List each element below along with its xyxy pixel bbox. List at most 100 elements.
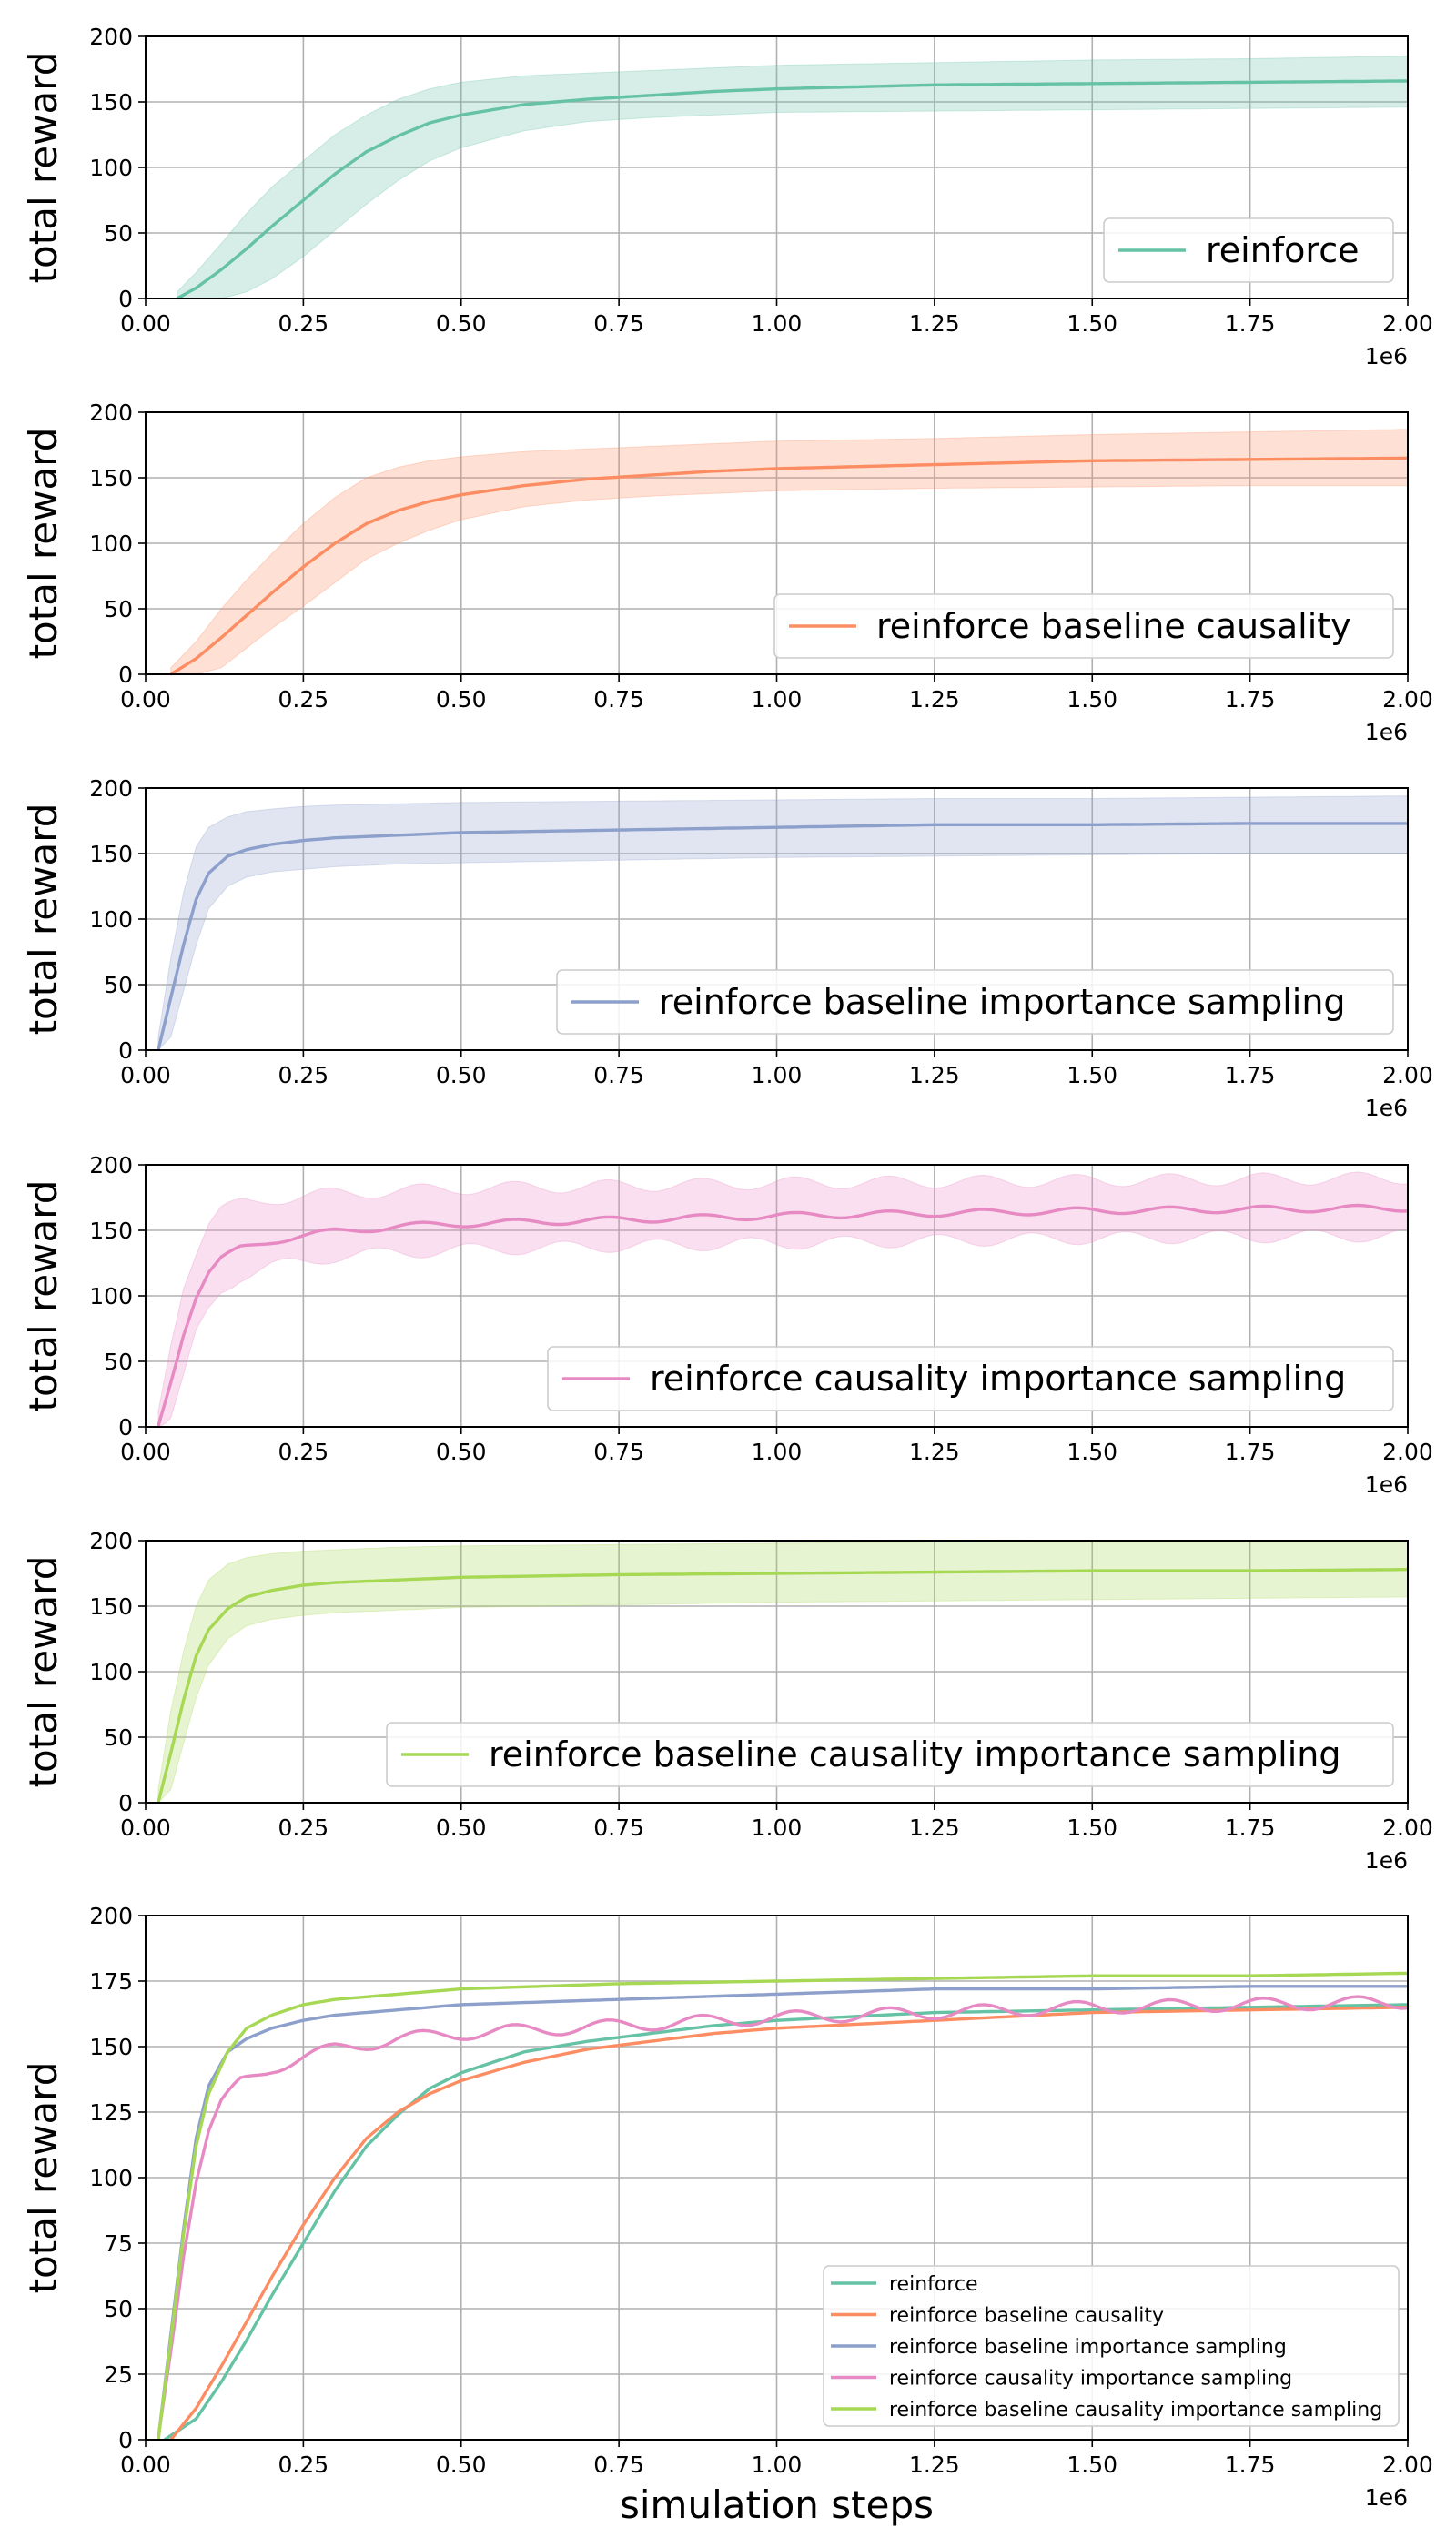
y-tick-label: 200 bbox=[89, 1528, 133, 1554]
x-tick-label: 0.50 bbox=[436, 1439, 487, 1465]
x-tick-label: 1.75 bbox=[1225, 1062, 1276, 1088]
series-line bbox=[157, 822, 1408, 1051]
y-tick-label: 100 bbox=[89, 531, 133, 557]
y-tick-label: 0 bbox=[118, 1414, 133, 1441]
x-scale-label: 1e6 bbox=[1365, 1095, 1408, 1121]
y-tick-label: 0 bbox=[118, 662, 133, 688]
x-tick-label: 1.00 bbox=[752, 2452, 803, 2478]
x-tick-label: 0.75 bbox=[593, 1815, 644, 1841]
y-tick-label: 150 bbox=[89, 841, 133, 867]
x-tick-label: 0.75 bbox=[593, 1439, 644, 1465]
y-tick-label: 200 bbox=[89, 775, 133, 802]
y-tick-label: 150 bbox=[89, 465, 133, 491]
x-tick-label: 1.25 bbox=[909, 1062, 960, 1088]
x-tick-label: 1.50 bbox=[1067, 1062, 1117, 1088]
x-tick-label: 1.75 bbox=[1225, 2452, 1276, 2478]
x-tick-label: 1.25 bbox=[909, 310, 960, 337]
y-tick-label: 125 bbox=[89, 2099, 133, 2126]
legend-box bbox=[1103, 217, 1394, 283]
x-scale-label: 1e6 bbox=[1365, 719, 1408, 745]
x-scale-label: 1e6 bbox=[1365, 1471, 1408, 1498]
y-tick-label: 200 bbox=[89, 24, 133, 50]
x-tick-label: 0.75 bbox=[593, 2452, 644, 2478]
x-tick-label: 0.25 bbox=[278, 310, 329, 337]
x-tick-label: 0.00 bbox=[120, 2452, 171, 2478]
x-tick-label: 1.50 bbox=[1067, 2452, 1117, 2478]
y-tick-label: 0 bbox=[118, 286, 133, 312]
legend-box bbox=[547, 1346, 1394, 1411]
x-tick-label: 0.00 bbox=[120, 686, 171, 713]
x-tick-label: 2.00 bbox=[1382, 1062, 1433, 1088]
x-tick-label: 0.00 bbox=[120, 310, 171, 337]
y-tick-label: 0 bbox=[118, 2427, 133, 2453]
legend-label: reinforce baseline causality importance … bbox=[489, 1734, 1340, 1774]
x-tick-label: 0.50 bbox=[436, 310, 487, 337]
x-scale-label: 1e6 bbox=[1365, 2484, 1408, 2511]
legend-label: reinforce causality importance sampling bbox=[889, 2368, 1292, 2391]
x-tick-label: 1.25 bbox=[909, 1815, 960, 1841]
x-tick-label: 2.00 bbox=[1382, 2452, 1433, 2478]
y-tick-label: 100 bbox=[89, 1659, 133, 1685]
y-tick-label: 150 bbox=[89, 1593, 133, 1620]
x-tick-label: 0.75 bbox=[593, 310, 644, 337]
y-tick-label: 200 bbox=[89, 1152, 133, 1178]
y-tick-label: 50 bbox=[104, 1349, 133, 1375]
y-tick-label: 50 bbox=[104, 2296, 133, 2322]
legend-box bbox=[386, 1722, 1394, 1787]
panel-5: 0.00 0.25 0.50 0.75 1.00 1.25 1.50 1.75 2.00 0 50 1… bbox=[21, 1528, 1433, 1874]
y-tick-label: 0 bbox=[118, 1790, 133, 1816]
y-axis-label: total reward bbox=[21, 2062, 66, 2294]
x-tick-label: 0.00 bbox=[120, 1815, 171, 1841]
y-tick-label: 100 bbox=[89, 2165, 133, 2191]
y-tick-label: 150 bbox=[89, 1218, 133, 1244]
x-tick-label: 1.50 bbox=[1067, 686, 1117, 713]
y-tick-label: 0 bbox=[118, 1037, 133, 1064]
x-tick-label: 1.00 bbox=[752, 1815, 803, 1841]
panel-6: 0.00 0.25 0.50 0.75 1.00 1.25 1.50 1.75 2.00 0 25 5… bbox=[21, 1903, 1433, 2527]
series-line bbox=[169, 2006, 1409, 2442]
panel-3: 0.00 0.25 0.50 0.75 1.00 1.25 1.50 1.75 2.00 0 50 1… bbox=[21, 775, 1433, 1121]
y-axis-label: total reward bbox=[21, 428, 66, 660]
y-tick-label: 25 bbox=[104, 2361, 133, 2388]
legend: reinforce baseline causality bbox=[774, 593, 1394, 659]
y-tick-label: 100 bbox=[89, 155, 133, 181]
y-tick-label: 50 bbox=[104, 220, 133, 247]
y-tick-label: 50 bbox=[104, 1724, 133, 1751]
x-tick-label: 1.75 bbox=[1225, 1815, 1276, 1841]
y-axis-label: total reward bbox=[21, 804, 66, 1036]
x-tick-label: 1.00 bbox=[752, 1439, 803, 1465]
panel-2: 0.00 0.25 0.50 0.75 1.00 1.25 1.50 1.75 2.00 0 50 1… bbox=[21, 399, 1433, 745]
y-tick-label: 50 bbox=[104, 972, 133, 998]
series-line bbox=[157, 1995, 1409, 2439]
y-tick-label: 75 bbox=[104, 2230, 133, 2257]
y-tick-label: 175 bbox=[89, 1968, 133, 1995]
x-tick-label: 2.00 bbox=[1382, 310, 1433, 337]
series-line bbox=[157, 1985, 1408, 2441]
x-tick-label: 0.25 bbox=[278, 2452, 329, 2478]
x-tick-label: 0.75 bbox=[593, 686, 644, 713]
x-tick-label: 0.00 bbox=[120, 1062, 171, 1088]
series-line bbox=[157, 1203, 1409, 1427]
x-scale-label: 1e6 bbox=[1365, 343, 1408, 369]
x-tick-label: 0.50 bbox=[436, 1062, 487, 1088]
x-tick-label: 1.75 bbox=[1225, 1439, 1276, 1465]
x-tick-label: 0.25 bbox=[278, 1439, 329, 1465]
legend-label: reinforce causality importance sampling bbox=[650, 1359, 1346, 1399]
legend: reinforce reinforce baseline causality rei… bbox=[823, 2265, 1400, 2427]
x-tick-label: 0.00 bbox=[120, 1439, 171, 1465]
legend: reinforce baseline causality importance … bbox=[386, 1722, 1394, 1787]
x-axis-label: simulation steps bbox=[620, 2482, 934, 2527]
x-tick-label: 0.25 bbox=[278, 1062, 329, 1088]
legend: reinforce bbox=[1103, 217, 1394, 283]
y-tick-label: 100 bbox=[89, 1283, 133, 1309]
y-axis-label: total reward bbox=[21, 52, 66, 284]
panel-1: 0.00 0.25 0.50 0.75 1.00 1.25 1.50 1.75 2.00 0 50 1… bbox=[21, 24, 1433, 369]
x-tick-label: 0.25 bbox=[278, 686, 329, 713]
series-line bbox=[169, 456, 1409, 676]
x-tick-label: 1.25 bbox=[909, 1439, 960, 1465]
y-tick-label: 50 bbox=[104, 596, 133, 622]
x-tick-label: 1.50 bbox=[1067, 1815, 1117, 1841]
x-tick-label: 2.00 bbox=[1382, 1815, 1433, 1841]
x-tick-label: 1.75 bbox=[1225, 310, 1276, 337]
x-tick-label: 1.25 bbox=[909, 686, 960, 713]
